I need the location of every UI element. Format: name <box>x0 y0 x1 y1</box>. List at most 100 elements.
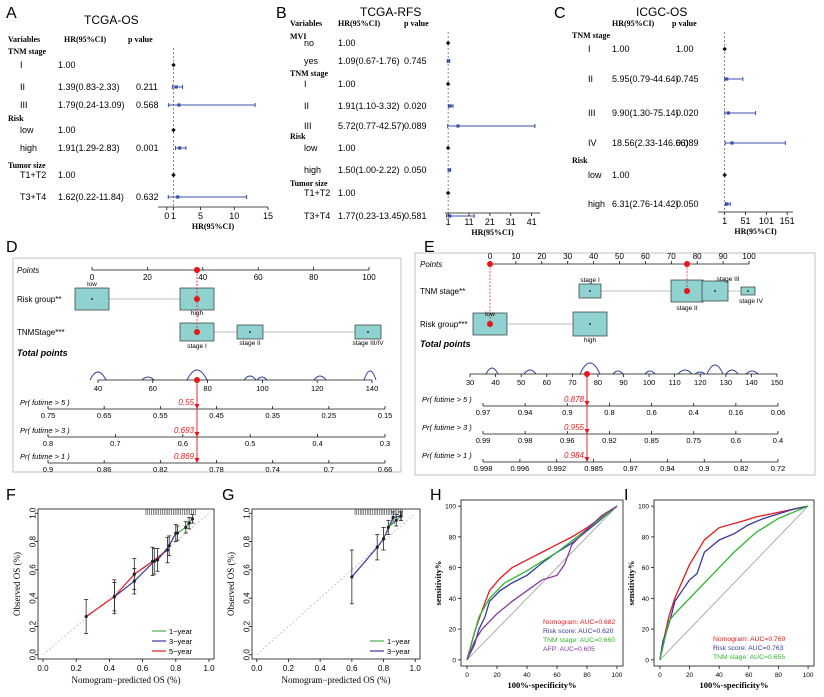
level-label: stage II <box>239 340 261 347</box>
row-label: III <box>20 100 28 110</box>
total-tick-label: 100 <box>643 378 656 387</box>
x-axis-label: 100%-specificity% <box>508 680 577 690</box>
row-hr: 1.00 <box>338 79 356 89</box>
panel-c-title: ICGC-OS <box>636 5 687 19</box>
total-tick-label: 140 <box>745 378 758 387</box>
level-dot <box>249 331 251 333</box>
legend-label: Risk score: AUC=0.620 <box>543 628 614 635</box>
panel-a-head-hr: HR(95%CI) <box>64 35 107 44</box>
legend-label: Risk score: AUC=0.763 <box>713 645 784 652</box>
variable-label: TNM stage** <box>420 287 465 296</box>
ref-point <box>445 190 451 196</box>
probability-tick-label: 0.74 <box>265 465 280 474</box>
x-tick-label: 5 <box>198 211 203 221</box>
level-dot <box>589 323 591 325</box>
points-tick-label: 60 <box>254 273 263 282</box>
probability-tick-label: 0.78 <box>209 465 224 474</box>
x-tick-label: 0.8 <box>170 664 182 673</box>
row-label: I <box>304 79 307 89</box>
row-label: II <box>588 74 593 84</box>
density-curve <box>89 371 107 381</box>
x-tick-label: 0.0 <box>251 664 263 673</box>
x-tick-label: 0.6 <box>137 664 149 673</box>
ref-point <box>722 172 727 178</box>
row-label: T3+T4 <box>304 211 330 221</box>
level-label: stage III/IV <box>352 340 384 347</box>
x-tick-label: 60 <box>553 672 561 679</box>
x-tick-label: 80 <box>583 672 591 679</box>
probability-tick-label: 0.6 <box>178 439 188 448</box>
x-tick-label: 0.4 <box>104 664 116 673</box>
probability-value: 0.878 <box>564 395 585 404</box>
legend-label: 1−year <box>387 637 411 646</box>
probability-value: 0.869 <box>174 452 195 461</box>
calibration-point <box>187 521 191 525</box>
total-tick-label: 120 <box>311 384 324 393</box>
x-tick-label: 40 <box>523 672 531 679</box>
legend-label: TNM stage: AUC=0.655 <box>713 654 785 661</box>
row-hr: 1.79(0.24-13.09) <box>58 100 125 110</box>
x-tick-label: 51 <box>740 216 750 226</box>
probability-tick-label: 0.998 <box>474 464 493 473</box>
points-tick-label: 100 <box>742 252 756 261</box>
x-tick-label: 80 <box>775 672 783 679</box>
calibration-plot-g: 0.0 0.0 0.2 0.2 0.4 0.4 0.6 0.6 0.8 0.8 1.0 1.0 1−ye… <box>226 507 421 685</box>
row-label: high <box>20 143 37 153</box>
panel-e: E Points 0 10 20 30 40 50 60 70 80 90 100 TNM stage*… <box>414 239 816 476</box>
probability-value: 0.984 <box>564 451 585 460</box>
probability-tick-label: 0.996 <box>510 464 529 473</box>
probability-label: Pr( futime > 3 ) <box>422 423 472 432</box>
probability-tick-label: 0.75 <box>686 436 701 445</box>
hr-point <box>725 202 729 206</box>
points-tick-label: 40 <box>589 252 598 261</box>
row-hr: 1.00 <box>612 44 630 54</box>
panel-c-head-p: p value <box>672 19 697 28</box>
total-tick-label: 130 <box>720 378 733 387</box>
y-axis-label: Observed OS (%) <box>226 552 236 616</box>
points-tick-label: 20 <box>537 252 546 261</box>
calibration-point <box>375 545 379 549</box>
x-tick-label: 31 <box>506 217 516 227</box>
x-tick-label: 40 <box>716 672 724 679</box>
row-hr: 1.91(1.29-2.83) <box>58 143 120 153</box>
probability-label: Pr( futime > 5 ) <box>20 398 70 407</box>
points-tick-label: 80 <box>693 252 702 261</box>
points-tick-label: 50 <box>615 252 624 261</box>
x-axis-label: Nomogram−predicted OS (%) <box>71 675 180 685</box>
probability-tick-label: 0.86 <box>97 465 112 474</box>
probability-tick-label: 0.55 <box>153 411 168 420</box>
calibration-point <box>84 614 88 619</box>
density-curve <box>612 370 624 375</box>
row-p: 0.020 <box>676 108 699 118</box>
row-p: 0.020 <box>404 101 427 111</box>
y-tick-label: 0 <box>452 657 456 664</box>
hr-point <box>448 104 452 108</box>
group-label: Tumor size <box>290 179 328 188</box>
row-hr: 1.00 <box>612 170 630 180</box>
calibration-line <box>177 518 193 534</box>
points-tick-label: 0 <box>488 252 493 261</box>
total-tick-label: 80 <box>203 384 211 393</box>
probability-label: Pr( futime > 1 ) <box>20 452 70 461</box>
x-tick-label: 0.2 <box>283 664 295 673</box>
y-tick-label: 0.6 <box>29 564 38 576</box>
probability-label: Pr( futime > 5 ) <box>422 395 472 404</box>
density-curve <box>485 367 499 375</box>
total-tick-label: 50 <box>517 378 525 387</box>
calibration-point <box>394 518 398 522</box>
density-curve <box>694 371 706 375</box>
roc-curve <box>659 505 809 660</box>
row-label: III <box>304 121 312 131</box>
density-curve <box>186 369 208 381</box>
total-tick-label: 40 <box>94 384 102 393</box>
probability-tick-label: 0.985 <box>584 464 603 473</box>
x-tick-label: 0.0 <box>37 664 49 673</box>
row-label: II <box>304 101 309 111</box>
row-p: 0.568 <box>136 100 159 110</box>
probability-tick-label: 0.7 <box>110 439 120 448</box>
variable-label: Risk group*** <box>420 320 468 329</box>
probability-tick-label: 0.82 <box>153 465 168 474</box>
ref-point <box>171 127 176 133</box>
x-tick-label: 100 <box>612 672 623 679</box>
